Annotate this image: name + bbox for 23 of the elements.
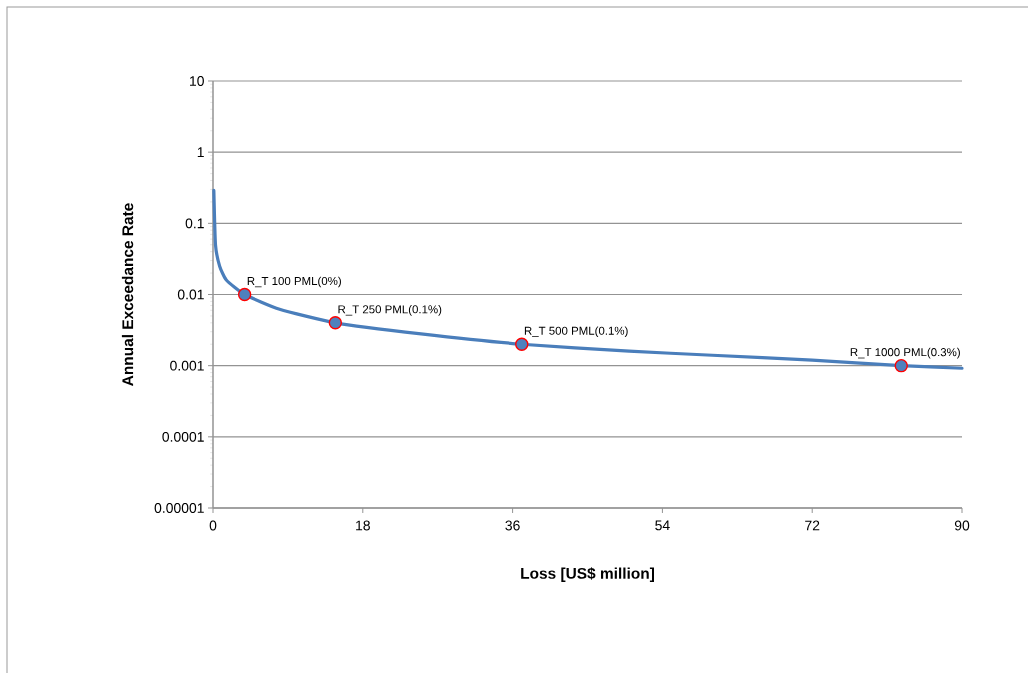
point [237, 287, 252, 302]
x-tick-label: 90 [954, 520, 970, 531]
x-axis-title: Loss [US$ million] [521, 567, 654, 582]
y-tick-label: 0.001 [170, 360, 204, 371]
x-tick-label: 36 [505, 520, 520, 531]
x-tick-label: 18 [356, 520, 370, 531]
y-axis-title: Annual Exceedance Rate [121, 203, 134, 386]
y-tick-label: 0.00001 [154, 503, 204, 513]
x-tick-label: 72 [805, 520, 820, 531]
x-tick-label: 54 [655, 520, 670, 531]
y-tick-label: 0.0001 [162, 431, 204, 442]
point [328, 316, 343, 330]
annotation: R_T 100 PML(0%) [247, 276, 341, 288]
annotation: R_T 1000 PML(0.3%) [850, 347, 960, 359]
y-tick-label: 10 [190, 76, 204, 86]
y-tick-label: 1 [197, 147, 204, 157]
y-tick-label: 0.1 [185, 218, 204, 229]
annotation: R_T 500 PML(0.1%) [524, 326, 628, 338]
annotation: R_T 250 PML(0.1%) [338, 304, 442, 316]
y-tick-label: 0.01 [177, 289, 204, 300]
x-tick-label: 0 [209, 520, 217, 531]
point [515, 337, 529, 351]
point [894, 358, 908, 373]
